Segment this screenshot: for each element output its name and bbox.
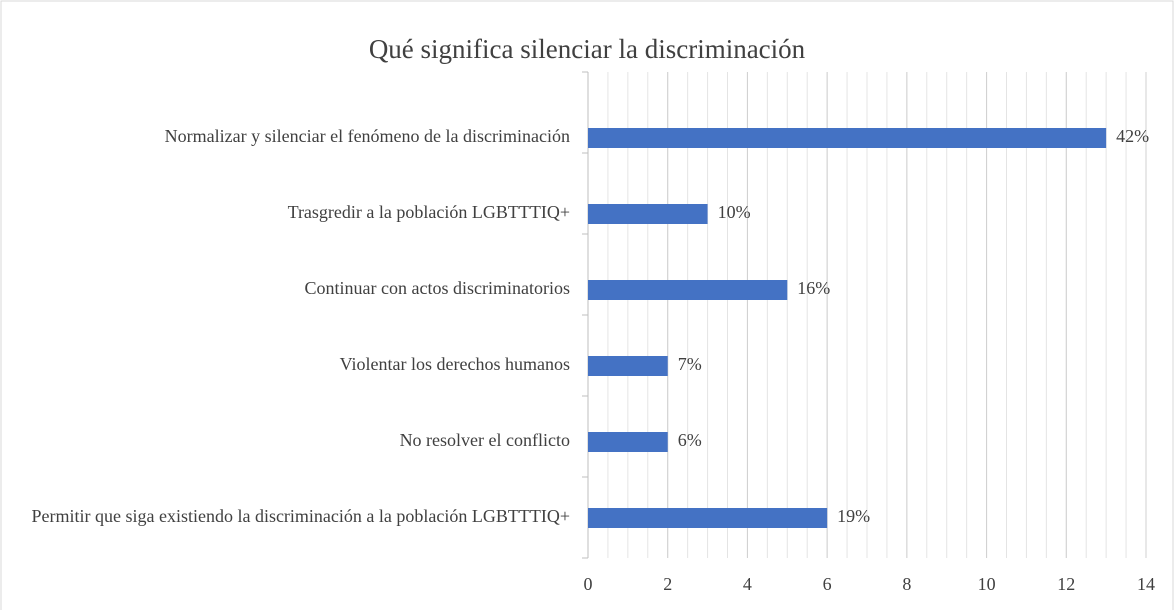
y-tick-label: Continuar con actos discriminatorios [305,278,570,298]
bar [588,280,788,300]
bar [588,128,1107,148]
x-tick-label: 2 [663,574,672,594]
chart-title: Qué significa silenciar la discriminació… [369,34,806,64]
data-label: 10% [718,202,751,222]
x-tick-label: 10 [978,574,996,594]
data-label: 7% [678,354,702,374]
data-label: 19% [837,506,870,526]
x-tick-label: 14 [1137,574,1155,594]
x-tick-label: 8 [902,574,911,594]
bar [588,204,708,224]
x-tick-label: 0 [584,574,593,594]
y-tick-label: Trasgredir a la población LGBTTTIQ+ [288,202,570,222]
y-tick-label: No resolver el conflicto [400,430,570,450]
data-label: 16% [797,278,830,298]
bar [588,356,668,376]
x-tick-label: 12 [1057,574,1075,594]
y-tick-label: Permitir que siga existiendo la discrimi… [31,506,570,526]
bar [588,432,668,452]
y-tick-label: Violentar los derechos humanos [340,354,570,374]
x-tick-label: 6 [823,574,832,594]
data-label: 6% [678,430,702,450]
data-label: 42% [1116,126,1149,146]
bar [588,508,828,528]
x-tick-label: 4 [743,574,752,594]
y-tick-label: Normalizar y silenciar el fenómeno de la… [165,126,570,146]
